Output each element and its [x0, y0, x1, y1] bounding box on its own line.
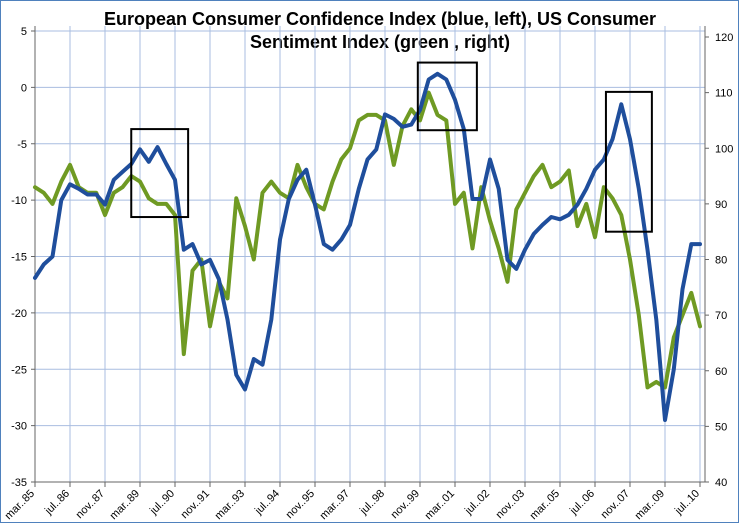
x-tick-label: mar..85 [3, 488, 37, 522]
x-tick-label: nov..07 [599, 488, 632, 521]
right-tick-label: 50 [715, 421, 727, 433]
left-tick-label: -20 [11, 308, 27, 320]
x-tick-label: mar..93 [213, 488, 247, 522]
x-tick-label: nov..91 [179, 488, 212, 521]
right-tick-label: 100 [715, 143, 733, 155]
right-tick-label: 70 [715, 310, 727, 322]
series-line-europe [33, 71, 702, 422]
x-tick-label: jul..90 [147, 488, 177, 518]
right-tick-label: 80 [715, 255, 727, 267]
left-tick-label: 0 [21, 82, 27, 94]
highlight-box [604, 90, 653, 233]
x-tick-label: jul..98 [357, 488, 387, 518]
x-tick-label: nov..87 [74, 488, 107, 521]
left-tick-label: 5 [21, 26, 27, 38]
left-tick-label: -25 [11, 364, 27, 376]
left-tick-label: -35 [11, 477, 27, 489]
highlight-box [130, 128, 190, 219]
x-tick-label: nov..03 [494, 488, 527, 521]
left-tick-label: -30 [11, 421, 27, 433]
x-tick-label: nov..95 [284, 488, 317, 521]
x-tick-label: jul..94 [252, 488, 282, 518]
left-tick-label: -10 [11, 195, 27, 207]
right-tick-label: 40 [715, 477, 727, 489]
x-tick-label: mar..89 [108, 488, 142, 522]
x-tick-label: jul..86 [42, 488, 72, 518]
left-tick-label: -15 [11, 252, 27, 264]
right-tick-label: 120 [715, 32, 733, 44]
x-tick-label: jul..06 [567, 488, 597, 518]
right-tick-label: 60 [715, 366, 727, 378]
x-tick-label: mar..97 [318, 488, 352, 522]
x-tick-label: nov..99 [389, 488, 422, 521]
highlight-box [416, 61, 478, 132]
x-tick-label: jul..10 [672, 488, 702, 518]
x-tick-label: jul..02 [462, 488, 492, 518]
right-tick-label: 90 [715, 199, 727, 211]
right-tick-label: 110 [715, 88, 733, 100]
x-tick-label: mar..01 [423, 488, 457, 522]
left-tick-label: -5 [17, 139, 27, 151]
x-tick-label: mar..05 [528, 488, 562, 522]
series-line-us [33, 90, 702, 390]
x-tick-label: mar..09 [633, 488, 667, 522]
chart-title-line-1: European Consumer Confidence Index (blue… [103, 9, 657, 29]
